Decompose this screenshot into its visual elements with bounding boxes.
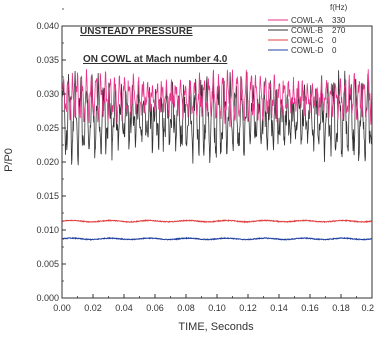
legend-label: COWL-C [291, 36, 324, 45]
x-tick-label: 0.10 [208, 303, 226, 313]
x-tick-label: 0.12 [239, 303, 257, 313]
x-tick-label: 0.14 [270, 303, 288, 313]
y-tick-label: 0.015 [36, 191, 59, 201]
legend-header: f(Hz) [330, 3, 348, 12]
x-tick-label: 0.16 [301, 303, 319, 313]
legend-frequency: 0 [332, 36, 337, 45]
y-tick-label: 0.035 [36, 55, 59, 65]
y-tick-label: 0.000 [36, 293, 59, 303]
legend-label: COWL-B [291, 26, 323, 35]
x-tick-label: 0.02 [84, 303, 102, 313]
y-tick-label: 0.040 [36, 21, 59, 31]
y-tick-label: 0.025 [36, 123, 59, 133]
x-tick-label: 0.2 [361, 303, 374, 313]
legend-frequency: 0 [332, 46, 337, 55]
x-axis-title: TIME, Seconds [178, 321, 254, 333]
series-line-cowl-c [61, 218, 373, 224]
plot-area [61, 25, 373, 299]
y-tick-label: 0.020 [36, 157, 59, 167]
series-line-cowl-d [61, 236, 373, 241]
x-tick-label: 0.18 [332, 303, 350, 313]
x-tick-label: 0.08 [177, 303, 195, 313]
chart-title-line-2: ON COWL at Mach number 4.0 [83, 54, 228, 65]
x-tick-label: 0.00 [53, 303, 71, 313]
legend-label: COWL-A [291, 16, 324, 25]
legend-frequency: 330 [332, 16, 346, 25]
chart-title-line-1: UNSTEADY PRESSURE [80, 26, 193, 37]
y-axis-title: P/P0 [3, 148, 15, 172]
y-tick-label: 0.005 [36, 259, 59, 269]
x-tick-label: 0.06 [146, 303, 164, 313]
y-tick-label: 0.030 [36, 89, 59, 99]
series-line-cowl-a [61, 68, 373, 128]
y-tick-label: 0.010 [36, 225, 59, 235]
legend: f(Hz) COWL-A 330 COWL-B 270 COWL-C 0 COWL-D 0 [268, 3, 348, 55]
legend-label: COWL-D [291, 46, 324, 55]
legend-frequency: 270 [332, 26, 346, 35]
x-tick-label: 0.04 [115, 303, 133, 313]
